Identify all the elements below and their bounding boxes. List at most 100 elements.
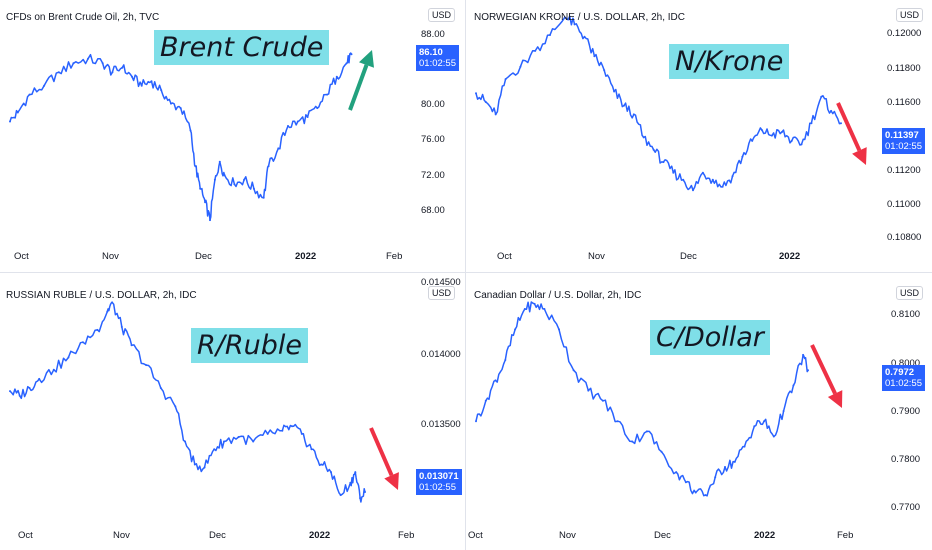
y-tick-label: 88.00 bbox=[421, 29, 445, 40]
data-point bbox=[345, 62, 348, 65]
arrow-head-icon bbox=[852, 147, 867, 165]
chart-plot-ruble[interactable] bbox=[0, 273, 465, 550]
arrow-down-icon bbox=[836, 102, 862, 152]
arrow-head-icon bbox=[384, 472, 399, 490]
chart-plot-brent[interactable] bbox=[0, 0, 465, 272]
data-point bbox=[694, 491, 697, 494]
data-point bbox=[662, 161, 665, 164]
data-point bbox=[300, 432, 303, 435]
data-point bbox=[16, 111, 19, 114]
y-tick-label: 0.11000 bbox=[887, 199, 921, 210]
x-tick-label: 2022 bbox=[754, 530, 776, 541]
data-point bbox=[672, 171, 675, 174]
chart-panel-ruble[interactable]: RUSSIAN RUBLE / U.S. DOLLAR, 2h, IDC R/R… bbox=[0, 273, 465, 550]
data-point bbox=[603, 69, 606, 72]
last-price-badge: 86.10 01:02:55 bbox=[416, 45, 459, 71]
data-point bbox=[701, 171, 704, 174]
x-tick-label: Oct bbox=[497, 251, 512, 262]
chart-title: Canadian Dollar / U.S. Dollar, 2h, IDC bbox=[474, 290, 642, 301]
data-point bbox=[57, 71, 60, 74]
x-tick-label: Nov bbox=[588, 251, 605, 262]
chart-plot-krone[interactable] bbox=[466, 0, 932, 272]
y-tick-label: 0.11800 bbox=[887, 63, 921, 74]
data-point bbox=[159, 387, 162, 389]
arrow-down-icon bbox=[810, 344, 837, 395]
data-point bbox=[519, 65, 522, 68]
data-point bbox=[316, 107, 319, 110]
data-point bbox=[281, 429, 284, 432]
x-tick-label: Nov bbox=[559, 530, 576, 541]
last-price-value: 0.013071 bbox=[419, 471, 459, 482]
data-point bbox=[81, 341, 84, 344]
data-point bbox=[326, 93, 329, 96]
data-point bbox=[111, 301, 114, 304]
data-point bbox=[782, 410, 785, 412]
data-point bbox=[199, 187, 202, 190]
data-point bbox=[704, 494, 707, 497]
data-point bbox=[802, 353, 805, 356]
data-point bbox=[780, 131, 783, 134]
data-point bbox=[189, 129, 192, 132]
data-point bbox=[770, 134, 773, 137]
y-tick-label: 0.7800 bbox=[891, 454, 921, 465]
data-point bbox=[684, 481, 687, 484]
data-point bbox=[266, 432, 269, 435]
data-point bbox=[504, 78, 507, 81]
currency-button[interactable]: USD bbox=[428, 286, 456, 300]
data-point bbox=[494, 379, 497, 382]
data-point bbox=[642, 136, 645, 139]
last-price-value: 0.7972 bbox=[885, 367, 915, 378]
y-tick-label: 0.11600 bbox=[887, 97, 921, 108]
data-point bbox=[218, 160, 221, 163]
data-point bbox=[711, 178, 714, 181]
data-point bbox=[267, 165, 270, 168]
x-tick-label: Feb bbox=[386, 251, 403, 262]
chart-panel-krone[interactable]: NORWEGIAN KRONE / U.S. DOLLAR, 2h, IDC N… bbox=[466, 0, 932, 272]
y-tick-label: 80.00 bbox=[421, 99, 445, 110]
data-point bbox=[306, 116, 309, 118]
data-point bbox=[724, 466, 726, 468]
data-point bbox=[790, 139, 793, 142]
y-tick-label: 68.00 bbox=[421, 205, 445, 216]
data-point bbox=[573, 23, 576, 26]
last-price-value: 0.11397 bbox=[885, 130, 919, 141]
data-point bbox=[354, 471, 357, 474]
chart-panel-cad[interactable]: Canadian Dollar / U.S. Dollar, 2h, IDC C… bbox=[466, 273, 932, 550]
data-point bbox=[262, 196, 265, 199]
data-point bbox=[593, 55, 596, 58]
data-point bbox=[310, 448, 313, 451]
data-point bbox=[558, 328, 560, 331]
data-point bbox=[660, 450, 663, 453]
currency-button[interactable]: USD bbox=[428, 8, 456, 22]
data-point bbox=[645, 430, 648, 433]
data-point bbox=[43, 84, 46, 87]
data-point bbox=[504, 359, 507, 361]
data-point bbox=[18, 394, 21, 397]
chart-panel-brent[interactable]: CFDs on Brent Crude Oil, 2h, TVC Brent C… bbox=[0, 0, 465, 272]
data-point bbox=[170, 102, 172, 105]
data-point bbox=[320, 463, 323, 466]
price-line bbox=[475, 15, 842, 192]
chart-title: CFDs on Brent Crude Oil, 2h, TVC bbox=[6, 12, 160, 23]
data-point bbox=[28, 93, 31, 96]
currency-button[interactable]: USD bbox=[896, 8, 924, 22]
data-point bbox=[140, 84, 143, 87]
y-tick-label: 0.10800 bbox=[887, 232, 922, 243]
data-point bbox=[204, 201, 207, 204]
x-tick-label: 2022 bbox=[309, 530, 331, 541]
data-point bbox=[543, 308, 546, 310]
y-tick-label: 0.7900 bbox=[891, 406, 921, 417]
data-point bbox=[772, 435, 775, 438]
chart-label-box: N/Krone bbox=[669, 44, 790, 79]
data-point bbox=[807, 369, 809, 372]
y-tick-label: 0.014000 bbox=[421, 349, 461, 360]
data-point bbox=[223, 440, 225, 443]
data-point bbox=[252, 187, 255, 190]
data-point bbox=[145, 364, 148, 367]
data-point bbox=[9, 120, 11, 123]
chart-label-box: C/Dollar bbox=[650, 320, 770, 355]
currency-button[interactable]: USD bbox=[896, 286, 924, 300]
price-line bbox=[9, 301, 366, 503]
chart-plot-cad[interactable] bbox=[466, 273, 932, 550]
data-point bbox=[810, 122, 813, 125]
